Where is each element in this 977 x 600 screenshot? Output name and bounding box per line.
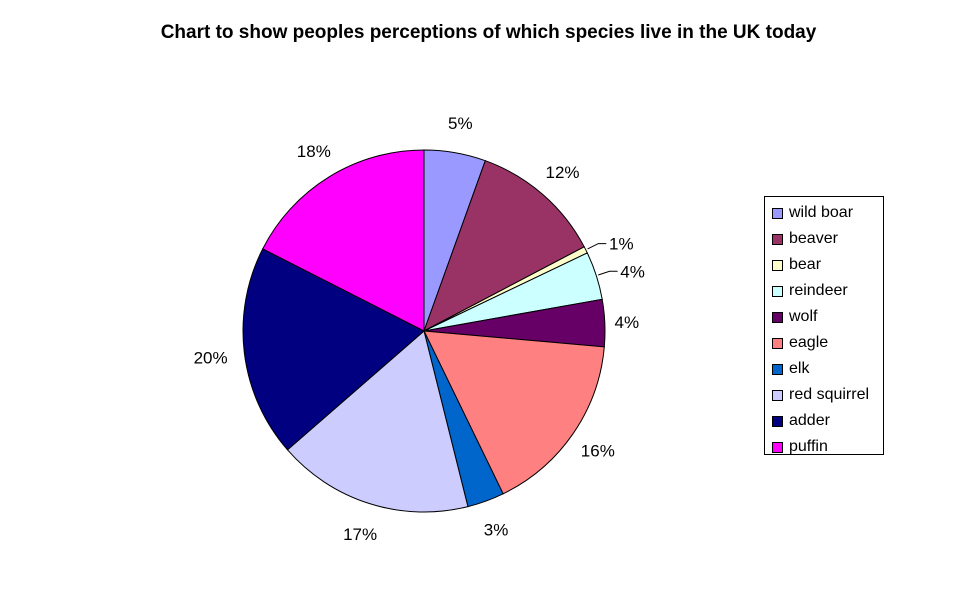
pct-label-elk: 3% xyxy=(484,520,509,539)
legend-item-bear: bear xyxy=(765,252,883,278)
pct-label-wolf: 4% xyxy=(615,313,640,332)
legend-item-reindeer: reindeer xyxy=(765,278,883,304)
chart-title: Chart to show peoples perceptions of whi… xyxy=(160,22,817,43)
legend-swatch xyxy=(772,389,783,401)
pct-label-bear: 1% xyxy=(609,235,634,254)
legend-item-puffin: puffin xyxy=(765,434,883,460)
legend-label: wolf xyxy=(789,308,818,325)
legend-item-adder: adder xyxy=(765,408,883,434)
legend-label: bear xyxy=(789,256,822,273)
legend-item-eagle: eagle xyxy=(765,330,883,356)
legend-label: eagle xyxy=(789,334,829,351)
pie-slice-puffin xyxy=(262,149,425,332)
legend-swatch xyxy=(772,337,783,349)
pie-slice-beaver xyxy=(423,160,585,333)
legend-label: adder xyxy=(789,412,830,429)
pct-label-puffin: 18% xyxy=(297,142,331,161)
leader-line-bear xyxy=(587,243,607,250)
legend-swatch xyxy=(772,207,783,219)
legend-swatch xyxy=(772,259,783,271)
pct-label-reindeer: 4% xyxy=(620,262,645,281)
pct-label-adder: 20% xyxy=(194,348,228,367)
legend: wild boar beaver bear reindeer wolf eagle elk r… xyxy=(764,196,884,455)
legend-item-red-squirrel: red squirrel xyxy=(765,382,883,408)
legend-swatch xyxy=(772,415,783,427)
pie-slice-eagle xyxy=(423,330,605,495)
pie-slice-adder xyxy=(242,248,425,451)
legend-item-elk: elk xyxy=(765,356,883,382)
legend-swatch xyxy=(772,311,783,323)
pct-label-red-squirrel: 17% xyxy=(343,525,377,544)
legend-label: beaver xyxy=(789,230,838,247)
legend-item-beaver: beaver xyxy=(765,226,883,252)
legend-label: wild boar xyxy=(789,204,854,221)
legend-label: red squirrel xyxy=(789,386,870,403)
legend-label: elk xyxy=(789,360,810,377)
pct-label-wild-boar: 5% xyxy=(448,114,473,133)
legend-swatch xyxy=(772,363,783,375)
legend-swatch xyxy=(772,441,783,453)
leader-line-reindeer xyxy=(598,270,618,276)
pct-label-eagle: 16% xyxy=(581,442,615,461)
legend-item-wolf: wolf xyxy=(765,304,883,330)
legend-label: puffin xyxy=(789,438,828,455)
pct-label-beaver: 12% xyxy=(545,163,579,182)
legend-item-wild-boar: wild boar xyxy=(765,200,883,226)
legend-swatch xyxy=(772,233,783,245)
pie-slice-red-squirrel xyxy=(286,330,469,513)
legend-label: reindeer xyxy=(789,282,848,299)
legend-swatch xyxy=(772,285,783,297)
